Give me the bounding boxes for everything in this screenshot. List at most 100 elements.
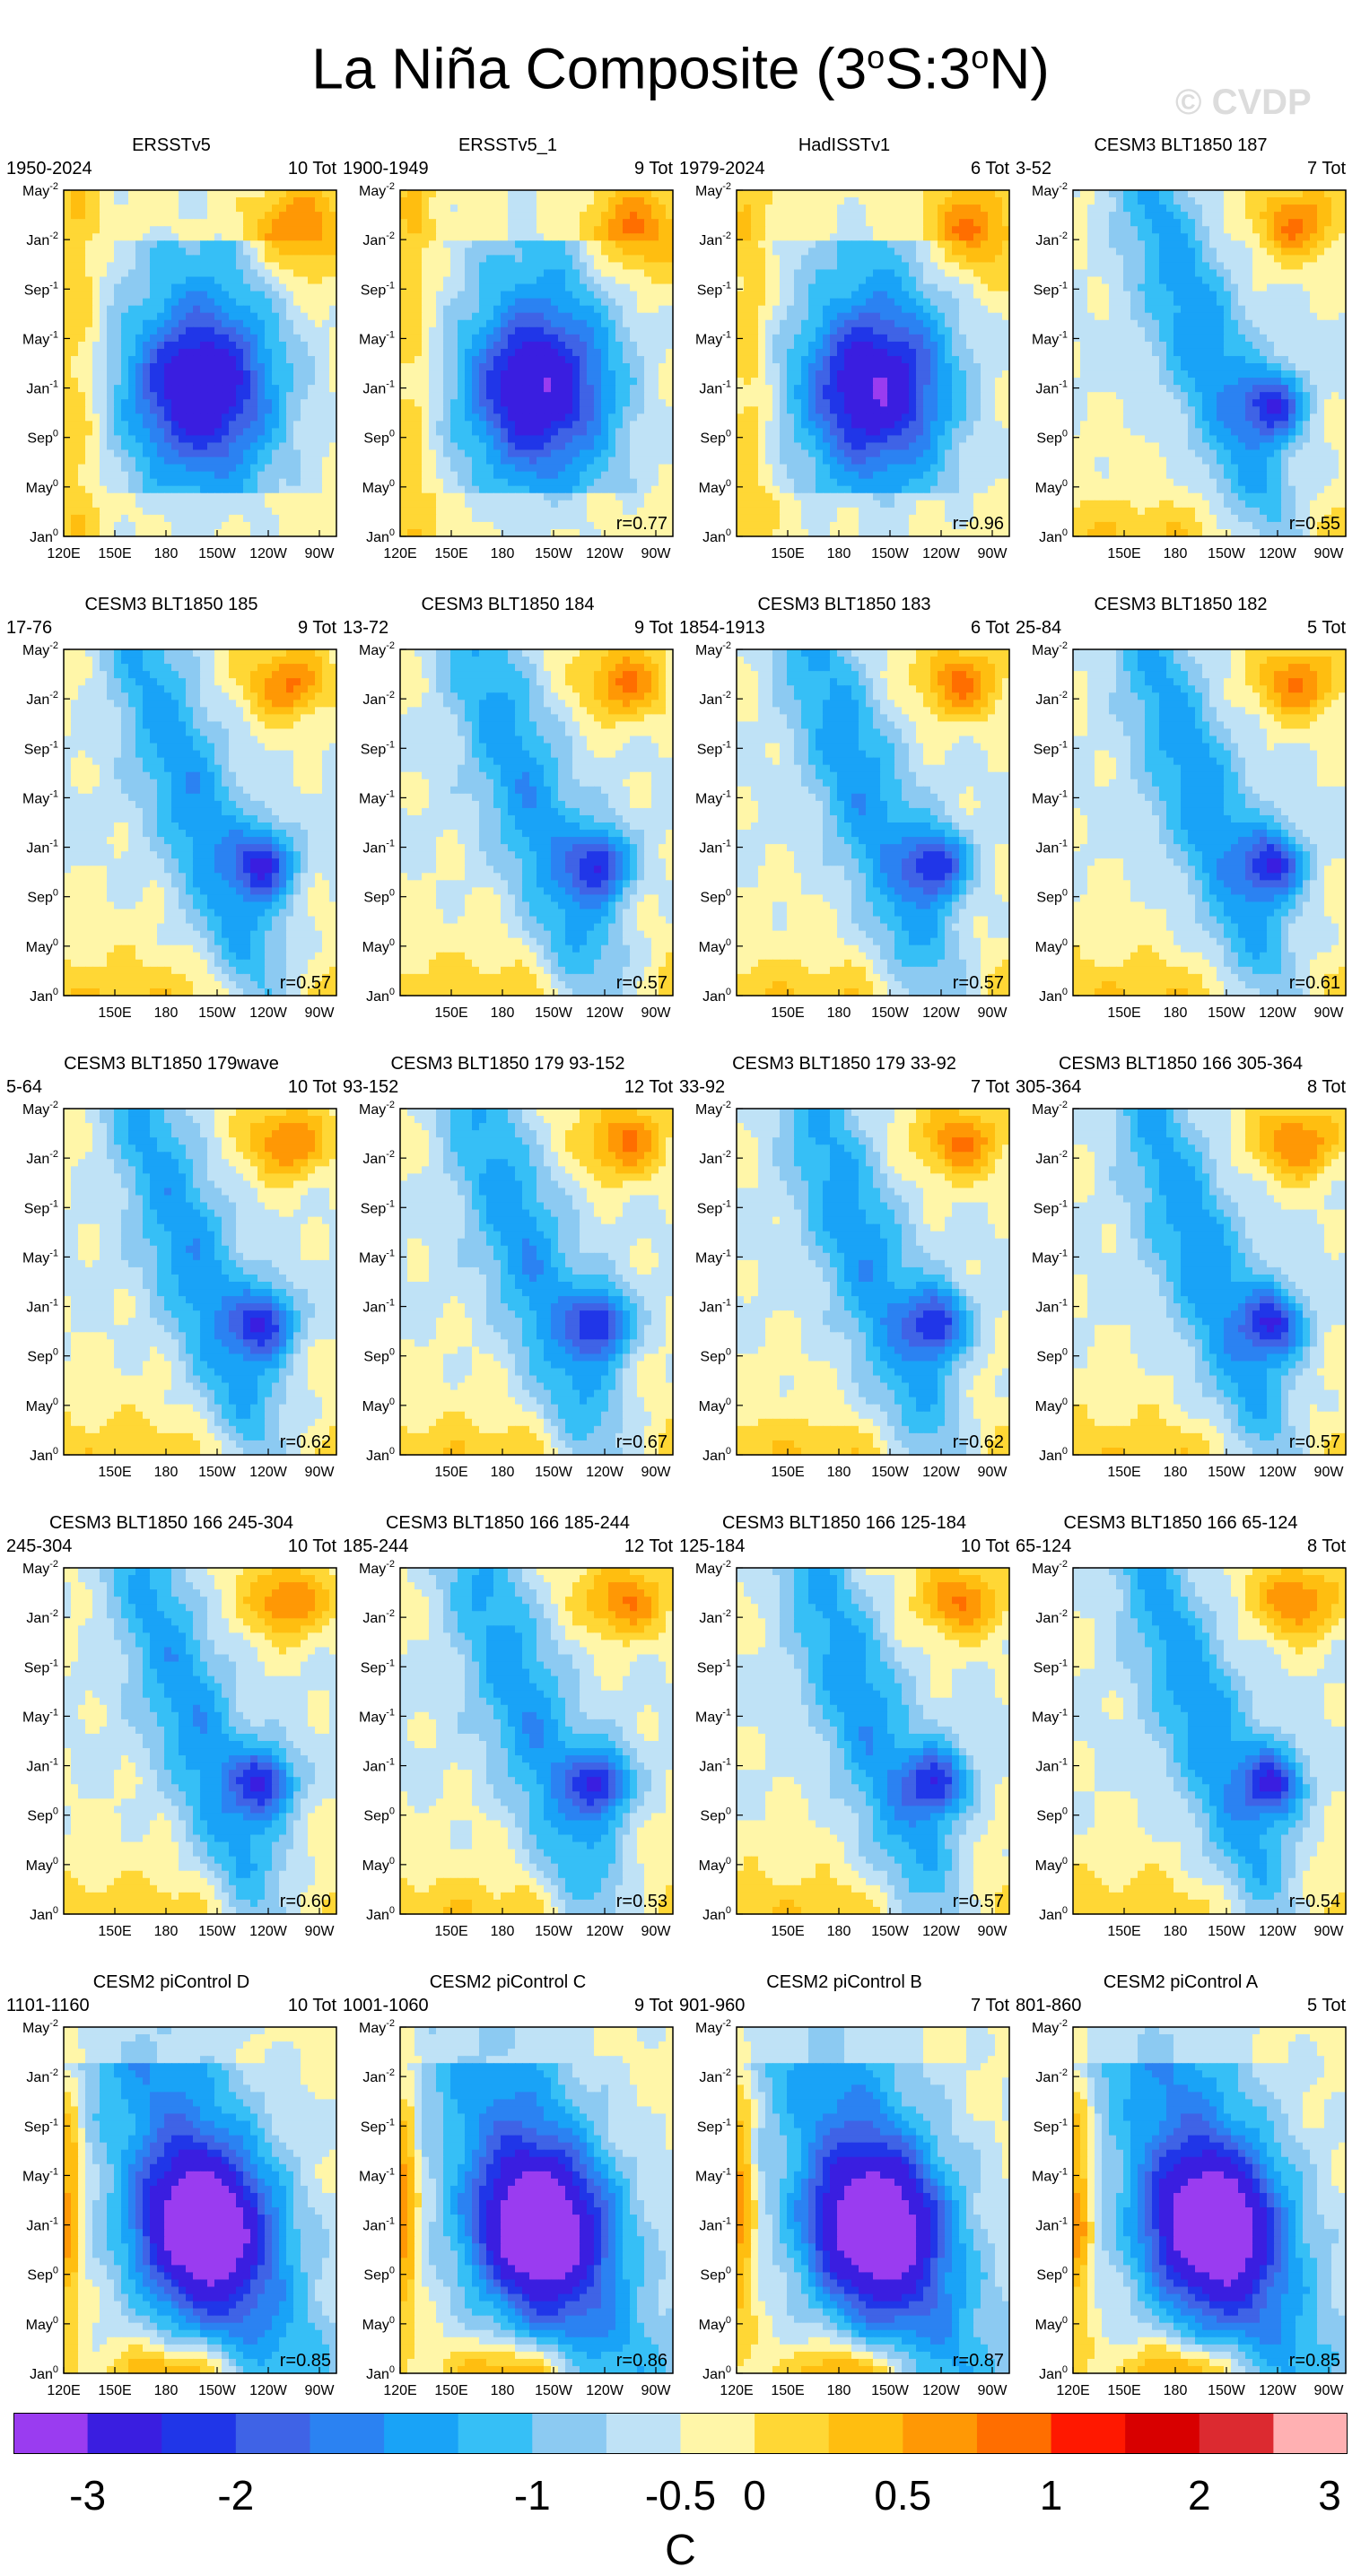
field-cell — [587, 464, 595, 473]
field-cell — [472, 413, 480, 422]
field-cell — [150, 413, 158, 422]
field-cell — [150, 212, 158, 220]
field-cell — [501, 326, 509, 335]
field-cell — [565, 291, 573, 300]
field-cell — [186, 197, 194, 205]
field-cell — [308, 370, 316, 379]
field-cell — [544, 500, 552, 509]
field-cell — [808, 212, 816, 220]
field-cell — [243, 464, 251, 473]
field-cell — [443, 442, 451, 451]
field-cell — [429, 464, 437, 473]
field-cell — [923, 355, 931, 364]
field-cell — [615, 262, 624, 271]
field-cell — [179, 205, 187, 213]
field-cell — [250, 197, 258, 205]
field-cell — [107, 464, 115, 473]
field-cell — [107, 370, 115, 379]
field-cell — [765, 406, 773, 414]
field-cell — [186, 370, 194, 379]
field-cell — [107, 283, 115, 292]
field-cell — [816, 248, 824, 256]
field-cell — [594, 226, 602, 234]
field-cell — [64, 378, 72, 386]
field-cell — [450, 485, 458, 494]
field-cell — [938, 348, 946, 357]
field-cell — [973, 348, 981, 357]
field-cell — [859, 385, 867, 393]
field-cell — [207, 399, 215, 407]
field-cell — [315, 219, 323, 227]
field-cell — [772, 269, 781, 278]
field-cell — [608, 240, 616, 248]
field-cell — [558, 406, 566, 414]
field-cell — [572, 319, 580, 328]
field-cell — [479, 348, 487, 357]
field-cell — [443, 478, 451, 487]
field-cell — [400, 370, 408, 379]
field-cell — [765, 283, 773, 292]
field-cell — [830, 428, 838, 437]
field-cell — [465, 471, 473, 480]
field-cell — [465, 334, 473, 343]
field-cell — [808, 248, 816, 256]
field-cell — [529, 348, 537, 357]
field-cell — [114, 205, 122, 213]
field-cell — [651, 413, 659, 422]
field-cell — [301, 298, 309, 307]
field-cell — [329, 212, 337, 220]
field-cell — [493, 291, 502, 300]
field-cell — [837, 262, 845, 271]
field-cell — [250, 312, 258, 321]
field-cell — [329, 500, 337, 509]
field-cell — [659, 305, 667, 314]
field-cell — [966, 406, 974, 414]
field-cell — [966, 370, 974, 379]
field-cell — [637, 348, 645, 357]
field-cell — [486, 392, 494, 400]
field-cell — [179, 233, 187, 241]
field-cell — [279, 413, 287, 422]
field-cell — [157, 269, 165, 278]
field-cell — [214, 485, 222, 494]
field-cell — [200, 478, 208, 487]
field-cell — [666, 255, 674, 264]
field-cell — [837, 319, 845, 328]
field-cell — [171, 464, 179, 473]
field-cell — [529, 385, 537, 393]
field-cell — [529, 521, 537, 530]
field-cell — [157, 233, 165, 241]
field-cell — [429, 190, 437, 198]
field-cell — [508, 435, 516, 444]
field-cell — [236, 413, 244, 422]
field-cell — [143, 428, 151, 437]
field-cell — [308, 355, 316, 364]
field-cell — [787, 240, 795, 248]
field-cell — [279, 457, 287, 466]
field-cell — [758, 363, 766, 371]
field-cell — [493, 334, 502, 343]
field-cell — [909, 269, 917, 278]
field-cell — [816, 298, 824, 307]
field-cell — [257, 449, 266, 458]
field-cell — [966, 355, 974, 364]
field-cell — [801, 248, 809, 256]
field-cell — [623, 478, 631, 487]
field-cell — [830, 341, 838, 350]
field-cell — [71, 428, 79, 437]
field-cell — [186, 269, 194, 278]
field-cell — [988, 276, 996, 285]
field-cell — [301, 255, 309, 264]
field-cell — [135, 378, 144, 386]
field-cell — [179, 240, 187, 248]
field-cell — [587, 298, 595, 307]
field-cell — [508, 248, 516, 256]
field-cell — [486, 421, 494, 429]
field-cell — [851, 312, 859, 321]
field-cell — [114, 291, 122, 300]
field-cell — [558, 226, 566, 234]
field-cell — [529, 442, 537, 451]
field-cell — [193, 464, 201, 473]
field-cell — [458, 219, 466, 227]
field-cell — [486, 240, 494, 248]
